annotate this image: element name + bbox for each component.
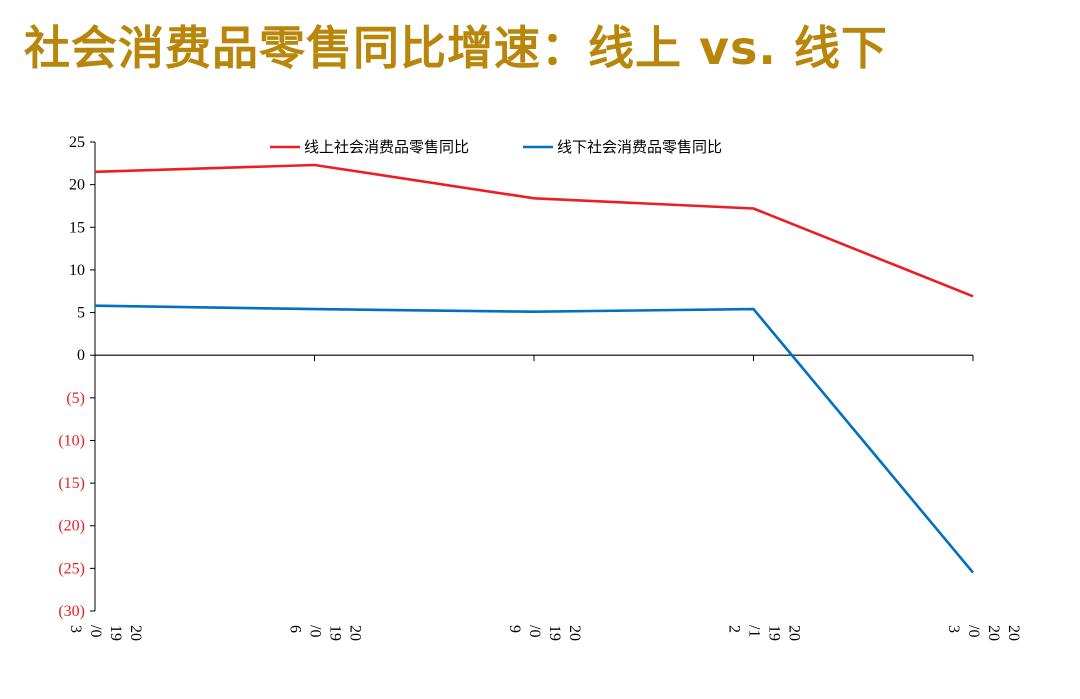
x-tick-label: 3 xyxy=(945,625,962,633)
x-tick-label: 20 xyxy=(1005,625,1022,641)
y-tick-label: (20) xyxy=(58,518,85,535)
x-tick-label: 20 xyxy=(786,625,803,641)
y-tick-label: (5) xyxy=(66,390,85,407)
y-tick-label: 5 xyxy=(77,305,85,322)
axes xyxy=(94,142,973,611)
chart-title: 社会消费品零售同比增速：线上 vs. 线下 xyxy=(24,21,888,75)
legend-label: 线上社会消费品零售同比 xyxy=(304,138,469,156)
y-tick-label: 15 xyxy=(69,219,85,236)
x-tick-label: 9 xyxy=(506,625,523,633)
series-lines xyxy=(94,163,974,574)
x-tick-label: 3 xyxy=(67,625,84,633)
series-line-online xyxy=(94,163,974,298)
y-tick-label: (25) xyxy=(58,560,85,577)
y-tick-label: 25 xyxy=(69,134,85,151)
x-tick-label: 20 xyxy=(566,625,583,641)
x-tick-label: 20 xyxy=(347,625,364,641)
series-line-offline xyxy=(94,304,974,574)
y-tick-label: 0 xyxy=(77,347,85,364)
x-tick-label: 6 xyxy=(287,625,304,633)
x-tick-label: 19 xyxy=(766,625,783,641)
x-tick-label: /0 xyxy=(307,625,324,637)
y-tick-label: (15) xyxy=(58,475,85,492)
x-tick-label: 20 xyxy=(127,625,144,641)
legend-label: 线下社会消费品零售同比 xyxy=(557,138,722,156)
legend: 线上社会消费品零售同比 线下社会消费品零售同比 xyxy=(270,138,722,156)
y-axis-ticks: 25 20 15 10 5 0 (5) (10) (15) (20) (25) (30) xyxy=(58,134,95,620)
x-tick-label: 19 xyxy=(327,625,344,641)
x-tick-label: 20 xyxy=(985,625,1002,641)
x-tick-label: 19 xyxy=(546,625,563,641)
y-tick-label: 20 xyxy=(69,177,85,194)
x-tick-label: 19 xyxy=(107,625,124,641)
x-tick-label: /1 xyxy=(746,625,763,637)
x-tick-label: /0 xyxy=(526,625,543,637)
x-tick-label: /0 xyxy=(87,625,104,637)
x-tick-label: /0 xyxy=(965,625,982,637)
y-tick-label: (30) xyxy=(58,603,85,620)
y-tick-label: 10 xyxy=(69,262,85,279)
y-tick-label: (10) xyxy=(58,432,85,449)
x-tick-label: 2 xyxy=(726,625,743,633)
